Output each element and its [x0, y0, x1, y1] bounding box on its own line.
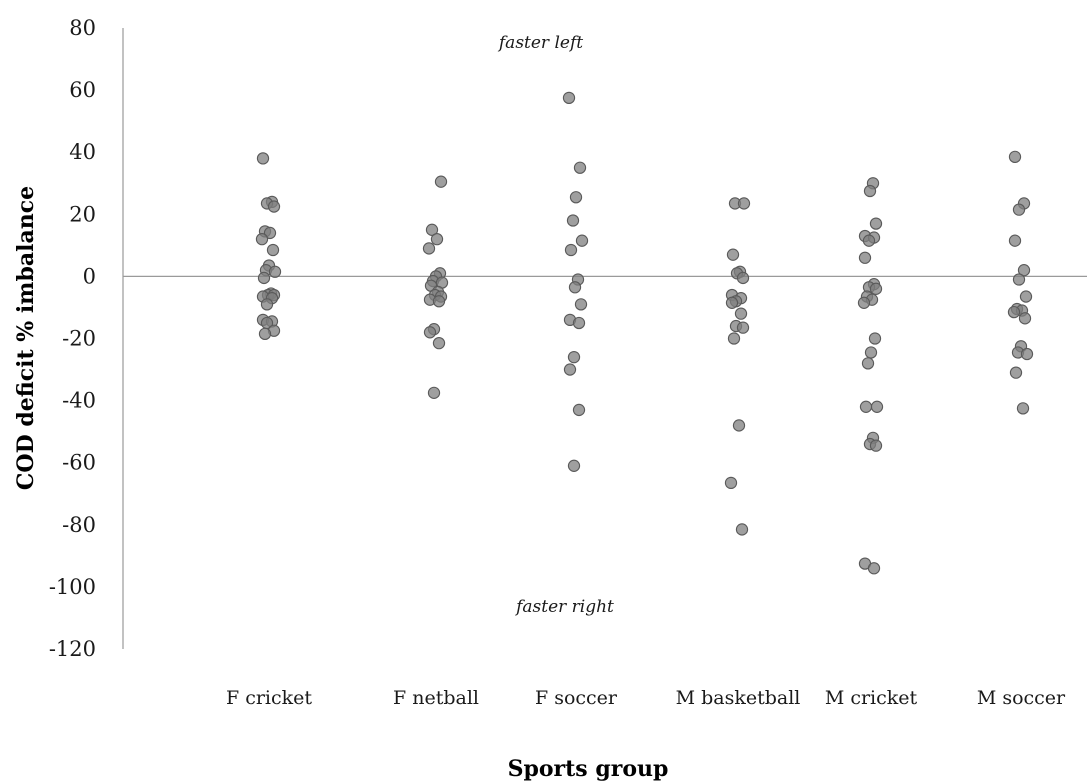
y-tick-label: -120 [49, 637, 96, 661]
y-tick-label: 80 [69, 16, 96, 40]
data-point [1017, 264, 1031, 277]
data-point [434, 175, 448, 188]
x-category-label: F cricket [226, 687, 312, 709]
data-point [1012, 203, 1026, 216]
x-category-label: M basketball [676, 687, 801, 709]
data-point [869, 282, 883, 295]
data-point [1008, 150, 1022, 164]
data-point [432, 295, 446, 308]
x-category-label: F netball [393, 687, 479, 709]
data-point [260, 298, 274, 311]
y-tick-label: 40 [69, 140, 96, 164]
data-point [1018, 312, 1032, 325]
data-point [432, 337, 446, 350]
data-point [725, 296, 739, 309]
data-point [869, 217, 883, 230]
data-point [736, 271, 750, 285]
data-point [1012, 273, 1026, 286]
data-point [864, 346, 878, 359]
x-axis-title: Sports group [508, 756, 669, 781]
data-point [564, 243, 578, 257]
data-point [863, 184, 877, 198]
data-point [573, 161, 587, 174]
data-point [256, 152, 270, 165]
data-point [425, 223, 439, 236]
data-point [858, 251, 872, 264]
data-point [857, 296, 871, 309]
data-point [255, 232, 269, 246]
data-point [734, 307, 748, 320]
data-point [1009, 366, 1023, 379]
data-point [263, 226, 277, 240]
data-point [574, 298, 588, 311]
y-axis-ticks: 80 60 40 20 0 -20 -40 -60 -80 -100 -120 [49, 16, 96, 661]
annotation-faster-left: faster left [497, 33, 583, 53]
data-point [726, 248, 740, 261]
data-point [736, 321, 750, 334]
data-point [727, 332, 741, 345]
x-category-label: M soccer [977, 687, 1066, 709]
y-tick-label: 60 [69, 78, 96, 102]
data-point [422, 242, 436, 255]
y-tick-label: 20 [69, 202, 96, 226]
x-category-label: F soccer [535, 687, 618, 709]
data-point [567, 350, 581, 364]
data-point [427, 386, 441, 399]
data-point [568, 281, 582, 294]
data-point [737, 197, 751, 210]
x-axis-categories: F cricket F netball F soccer M basketball M … [226, 687, 1066, 709]
data-point [258, 327, 272, 340]
y-tick-label: -100 [49, 575, 96, 599]
y-tick-label: -60 [62, 451, 96, 475]
data-point [569, 191, 583, 204]
x-category-label: M cricket [825, 687, 918, 709]
data-point [430, 232, 444, 246]
data-point [562, 91, 576, 105]
data-point [572, 316, 586, 330]
data-point [870, 400, 884, 413]
data-point [267, 200, 281, 213]
data-point [268, 265, 282, 278]
y-tick-label: -80 [62, 513, 96, 537]
data-point [861, 357, 875, 370]
data-point [257, 271, 271, 285]
data-point [862, 234, 876, 247]
y-axis-title: COD deficit % imbalance [13, 186, 39, 490]
data-point [1008, 234, 1022, 247]
y-tick-label: 0 [83, 264, 96, 288]
y-tick-label: -40 [62, 389, 96, 413]
data-point [735, 523, 749, 536]
data-point [724, 476, 738, 490]
data-point [563, 363, 577, 376]
data-point [867, 562, 881, 575]
data-point [567, 459, 581, 472]
data-point [575, 234, 589, 247]
y-tick-label: -20 [62, 327, 96, 351]
data-point [572, 403, 586, 417]
data-points [255, 91, 1034, 575]
data-point [869, 439, 883, 452]
data-point [566, 214, 580, 227]
data-point [868, 332, 882, 345]
data-point [1016, 402, 1030, 415]
data-point [423, 326, 437, 339]
data-point [1020, 347, 1034, 361]
data-point [1007, 305, 1021, 319]
data-point [266, 243, 280, 257]
annotation-faster-right: faster right [514, 597, 614, 617]
data-point [1019, 290, 1033, 303]
data-point [732, 419, 746, 432]
data-point [859, 400, 873, 413]
